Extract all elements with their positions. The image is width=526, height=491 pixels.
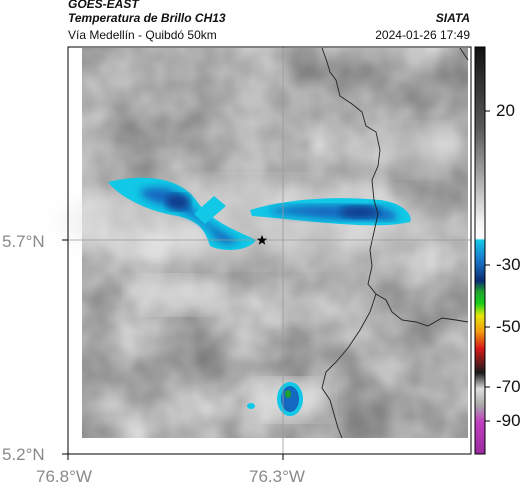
cold-cloud-west: [108, 177, 256, 250]
lat-label: 5.2°N: [2, 445, 45, 464]
colorbar-tick-label: -30: [496, 255, 521, 274]
lon-label: 76.8°W: [36, 467, 92, 486]
star-icon: [256, 235, 268, 245]
brightness-temperature-image: [60, 47, 469, 439]
colorbar: [474, 46, 490, 455]
lon-label: 76.3°W: [249, 467, 305, 486]
satellite-title: GOES-EAST: [68, 0, 139, 11]
border-line: [321, 293, 377, 439]
agency-label: SIATA: [435, 11, 470, 25]
product-title: Temperatura de Brillo CH13: [68, 11, 226, 25]
location-subtitle: Vía Medellín - Quibdó 50km: [68, 28, 217, 42]
lat-label: 5.7°N: [2, 232, 45, 251]
cold-cloud-east: [250, 198, 411, 226]
datetime-label: 2024-01-26 17:49: [375, 28, 470, 42]
border-line: [321, 47, 469, 327]
colorbar-tick-label: -70: [496, 377, 521, 396]
border-line: [459, 47, 469, 61]
graticule: [68, 47, 471, 454]
cold-cloud-south: [247, 382, 303, 416]
colorbar-tick-label: 20: [496, 101, 515, 120]
map-frame: [67, 46, 472, 455]
colorbar-tick-label: -90: [496, 411, 521, 430]
colorbar-tick-label: -50: [496, 317, 521, 336]
